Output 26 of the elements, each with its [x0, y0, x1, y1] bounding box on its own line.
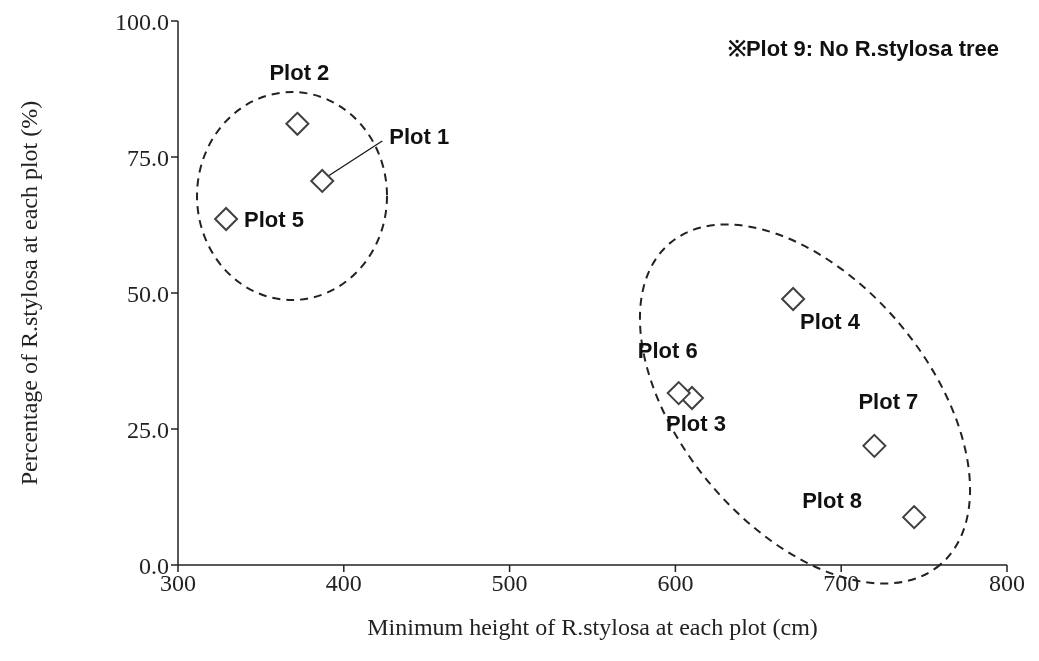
- point: [285, 111, 310, 136]
- annotation: Plot 4: [800, 309, 861, 335]
- point: [902, 505, 927, 530]
- x-axis-title: Minimum height of R.stylosa at each plot (cm): [367, 614, 818, 640]
- point: [781, 286, 806, 311]
- y-tick-label: 50.0: [127, 280, 169, 307]
- y-tick-label: 100.0: [115, 8, 169, 35]
- point: [666, 381, 691, 406]
- annotation: Plot 6: [637, 337, 698, 363]
- annotation: Plot 5: [244, 206, 304, 232]
- annotation: Plot 8: [802, 487, 863, 513]
- point: [310, 168, 335, 193]
- point: [214, 207, 239, 232]
- x-tick-label: 500: [491, 570, 528, 597]
- annotation: Plot 2: [269, 60, 330, 86]
- x-tick-label: 800: [989, 570, 1025, 597]
- annotation: Plot 7: [858, 389, 919, 415]
- y-tick-label: 25.0: [127, 416, 169, 443]
- annotation: ※Plot 9: No R.stylosa tree: [727, 36, 999, 61]
- point: [862, 433, 887, 458]
- y-axis-title: Percentage of R.stylosa at each plot (%): [15, 100, 42, 486]
- x-tick-label: 400: [325, 570, 362, 597]
- x-tick-label: 600: [657, 570, 694, 597]
- annotation: Plot 1: [389, 124, 450, 150]
- annotation: Plot 3: [666, 411, 726, 437]
- y-tick-label: 75.0: [127, 144, 169, 171]
